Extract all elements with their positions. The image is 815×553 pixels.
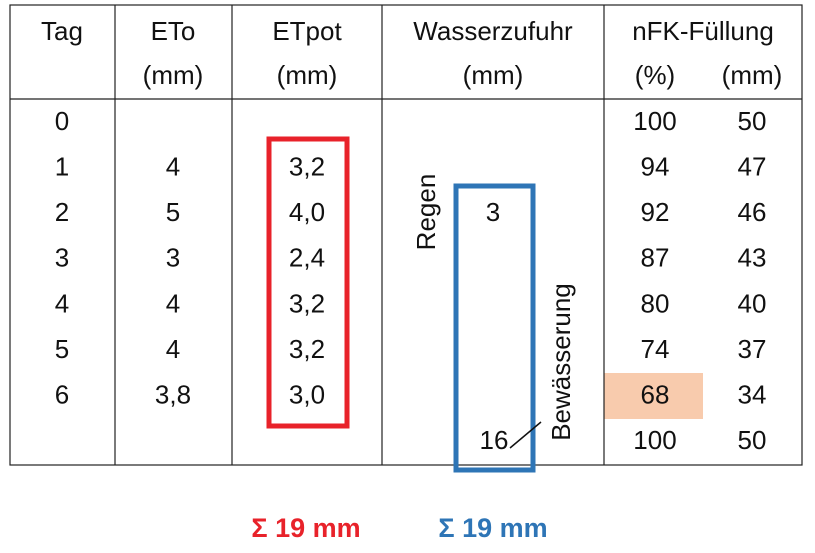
cell: 94 bbox=[641, 151, 670, 181]
cell: 100 bbox=[633, 106, 676, 136]
etpot-box bbox=[266, 136, 350, 429]
cell: 68 bbox=[641, 379, 670, 409]
cell: 2 bbox=[55, 197, 69, 227]
cell: 3,0 bbox=[289, 379, 325, 409]
cell: 16 bbox=[480, 425, 509, 455]
cell: 46 bbox=[738, 197, 767, 227]
cell: 47 bbox=[738, 151, 767, 181]
cell: 6 bbox=[55, 379, 69, 409]
cell: 4 bbox=[166, 334, 180, 364]
header-label: Wasserzufuhr bbox=[413, 16, 573, 46]
header-unit: (mm) bbox=[463, 60, 524, 90]
header-unit: (mm) bbox=[722, 60, 783, 90]
cell: 3 bbox=[486, 197, 500, 227]
cell: 100 bbox=[633, 425, 676, 455]
header-unit: (%) bbox=[635, 60, 675, 90]
header-label: nFK-Füllung bbox=[632, 16, 774, 46]
cell: 3,8 bbox=[155, 379, 191, 409]
header-label: ETo bbox=[151, 16, 196, 46]
sum-etpot: Σ 19 mm bbox=[251, 513, 360, 543]
cell: 3,2 bbox=[289, 151, 325, 181]
cell: 3 bbox=[166, 243, 180, 273]
cell: 4 bbox=[166, 151, 180, 181]
cell: 92 bbox=[641, 197, 670, 227]
cell: 87 bbox=[641, 243, 670, 273]
cell: 3,2 bbox=[289, 288, 325, 318]
cell: 74 bbox=[641, 334, 670, 364]
cell: 4 bbox=[166, 288, 180, 318]
rain-label: Regen bbox=[411, 174, 441, 251]
cell: 50 bbox=[738, 425, 767, 455]
cell: 0 bbox=[55, 106, 69, 136]
pointer-line bbox=[509, 421, 542, 449]
cell: 4 bbox=[55, 288, 69, 318]
cell: 50 bbox=[738, 106, 767, 136]
highlight-cell bbox=[604, 373, 703, 419]
header-unit: (mm) bbox=[143, 60, 204, 90]
cell: 34 bbox=[738, 379, 767, 409]
cell: 3 bbox=[55, 243, 69, 273]
cell: 40 bbox=[738, 288, 767, 318]
cell: 80 bbox=[641, 288, 670, 318]
cell: 4,0 bbox=[289, 197, 325, 227]
header-unit: (mm) bbox=[277, 60, 338, 90]
cell: 5 bbox=[55, 334, 69, 364]
cell: 1 bbox=[55, 151, 69, 181]
cell: 2,4 bbox=[289, 243, 325, 273]
irrigation-label: Bewässerung bbox=[546, 283, 576, 441]
header-label: Tag bbox=[41, 16, 83, 46]
cell: 5 bbox=[166, 197, 180, 227]
sum-water: Σ 19 mm bbox=[438, 513, 547, 543]
table-grid bbox=[9, 4, 803, 466]
cell: 3,2 bbox=[289, 334, 325, 364]
water-box bbox=[453, 183, 536, 473]
header-label: ETpot bbox=[272, 16, 342, 46]
cell: 43 bbox=[738, 243, 767, 273]
cell: 37 bbox=[738, 334, 767, 364]
